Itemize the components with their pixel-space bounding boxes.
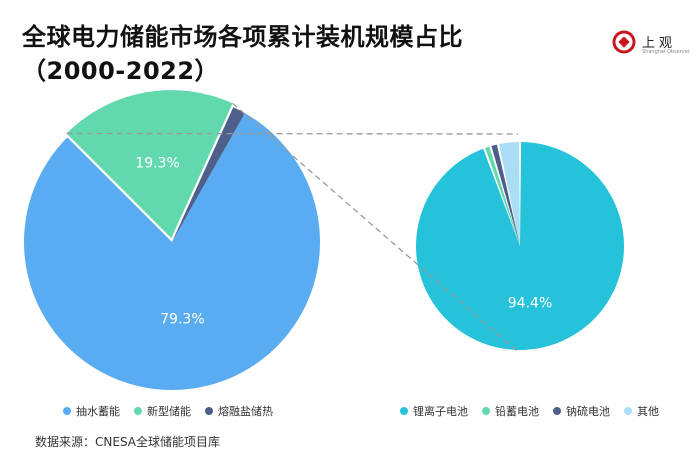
left-legend-swatch [63,407,71,415]
logo-mark-icon [612,30,636,54]
right-legend-swatch [553,407,561,415]
right-legend-item: 铅蓄电池 [482,403,539,419]
right-legend-label: 其他 [637,405,659,418]
pie0-slice-0 [24,113,320,391]
pie1-slice-3 [499,142,520,246]
left-legend-swatch [205,407,213,415]
title-line-2: （2000-2022） [22,57,220,85]
left-legend-item: 新型储能 [134,403,191,419]
left-legend-label: 抽水蓄能 [76,405,120,418]
connector-line-top [66,132,519,135]
left-legend-item: 抽水蓄能 [63,403,120,419]
source-note: 数据来源：CNESA全球储能项目库 [35,435,220,449]
pie1-slice-2 [491,144,520,246]
legend-left: 抽水蓄能 新型储能 熔融盐储热 [63,403,273,419]
right-legend-item: 其他 [624,403,659,419]
connector-line-bottom [232,102,519,353]
left-legend-item: 熔融盐储热 [205,403,273,419]
left-legend-swatch [134,407,142,415]
right-legend-swatch [482,407,490,415]
legend-right: 锂离子电池 铅蓄电池 钠硫电池 其他 [400,403,659,419]
right-legend-swatch [400,407,408,415]
pie1-data-label-0: 94.4% [508,295,552,311]
pie1-slice-1 [485,146,520,246]
left-legend-label: 新型储能 [147,405,191,418]
logo-name: 上观 [642,36,677,51]
left-legend-label: 熔融盐储热 [218,405,273,418]
logo-subtitle: Shanghai Observer [642,49,690,55]
right-legend-label: 锂离子电池 [413,405,468,418]
pie0-data-label-0: 79.3% [160,311,204,327]
right-legend-swatch [624,407,632,415]
chart-title: 全球电力储能市场各项累计装机规模占比 （2000-2022） [22,20,542,88]
right-legend-item: 钠硫电池 [553,403,610,419]
pie0-slice-2 [172,107,245,242]
logo: 上观 Shanghai Observer [612,30,692,62]
pie0-slice-1 [66,90,233,239]
title-line-1: 全球电力储能市场各项累计装机规模占比 [22,23,463,51]
right-legend-label: 铅蓄电池 [495,405,539,418]
pie1-slice-0 [415,142,624,350]
right-legend-label: 钠硫电池 [566,405,610,418]
pie0-data-label-1: 19.3% [135,155,179,171]
right-legend-item: 锂离子电池 [400,403,468,419]
